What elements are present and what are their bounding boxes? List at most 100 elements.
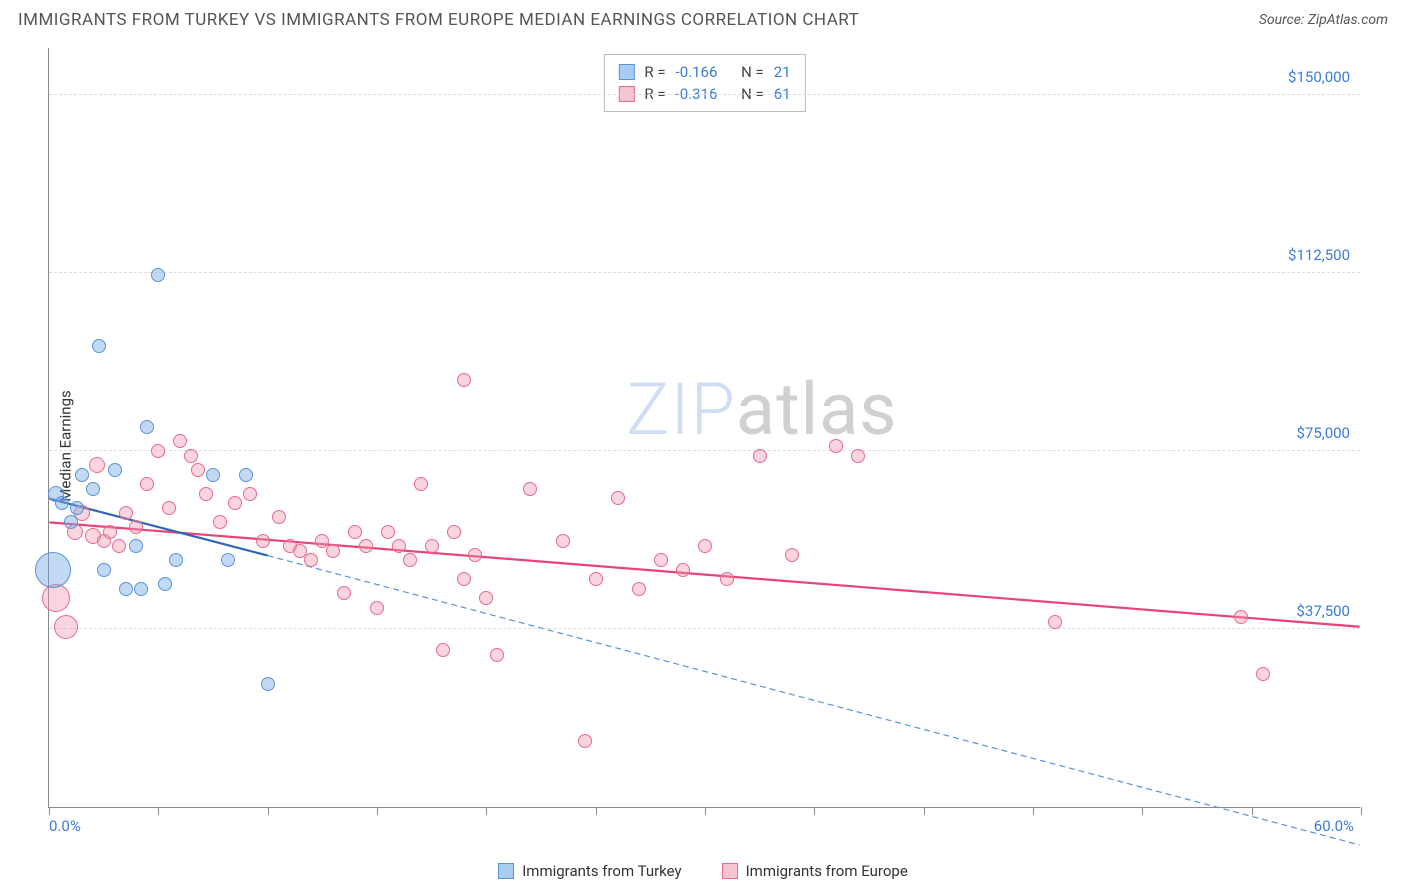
europe-point: [479, 591, 493, 605]
turkey-point: [261, 677, 275, 691]
turkey-point: [134, 582, 148, 596]
x-tick: [814, 807, 815, 815]
europe-point: [654, 553, 668, 567]
turkey-point: [140, 420, 154, 434]
europe-point: [589, 572, 603, 586]
x-tick: [1252, 807, 1253, 815]
turkey-point: [221, 553, 235, 567]
europe-point: [785, 548, 799, 562]
europe-point: [256, 534, 270, 548]
y-tick-label: $37,500: [1296, 602, 1350, 620]
scatter-plot: R = -0.166 N = 21 R = -0.316 N = 61 ZIPa…: [48, 48, 1360, 808]
source-label: Source:: [1259, 12, 1304, 28]
europe-point: [228, 496, 242, 510]
europe-point: [490, 648, 504, 662]
europe-point: [676, 563, 690, 577]
x-tick: [1142, 807, 1143, 815]
y-tick-label: $75,000: [1296, 424, 1350, 442]
chart-header: IMMIGRANTS FROM TURKEY VS IMMIGRANTS FRO…: [0, 0, 1406, 38]
x-tick: [486, 807, 487, 815]
europe-point: [1234, 610, 1248, 624]
europe-point: [348, 525, 362, 539]
swatch-europe-icon: [722, 863, 738, 879]
europe-point: [632, 582, 646, 596]
watermark: ZIPatlas: [626, 367, 897, 452]
turkey-point: [129, 539, 143, 553]
turkey-point: [151, 268, 165, 282]
trend-line: [268, 556, 1360, 845]
swatch-turkey-icon: [498, 863, 514, 879]
gridline: [49, 628, 1360, 629]
y-tick-label: $112,500: [1288, 246, 1350, 264]
europe-point: [403, 553, 417, 567]
europe-point: [414, 477, 428, 491]
europe-point: [42, 584, 70, 612]
europe-point: [184, 449, 198, 463]
turkey-point: [239, 468, 253, 482]
europe-point: [304, 553, 318, 567]
europe-point: [578, 734, 592, 748]
x-tick: [1033, 807, 1034, 815]
europe-point: [337, 586, 351, 600]
europe-point: [753, 449, 767, 463]
turkey-point: [55, 496, 69, 510]
europe-point: [191, 463, 205, 477]
turkey-point: [75, 468, 89, 482]
europe-point: [611, 491, 625, 505]
x-tick: [705, 807, 706, 815]
europe-point: [173, 434, 187, 448]
europe-point: [151, 444, 165, 458]
x-tick: [268, 807, 269, 815]
y-tick-label: $150,000: [1288, 68, 1350, 86]
europe-point: [326, 544, 340, 558]
europe-point: [392, 539, 406, 553]
n-value-turkey: 21: [774, 63, 791, 81]
turkey-point: [206, 468, 220, 482]
europe-point: [468, 548, 482, 562]
watermark-atlas: atlas: [736, 367, 898, 452]
turkey-point: [119, 582, 133, 596]
x-tick: [924, 807, 925, 815]
x-tick: [49, 807, 50, 815]
chart-source: Source: ZipAtlas.com: [1259, 12, 1388, 28]
legend-item-europe: Immigrants from Europe: [722, 862, 908, 880]
europe-point: [523, 482, 537, 496]
turkey-point: [169, 553, 183, 567]
europe-point: [457, 373, 471, 387]
europe-point: [436, 643, 450, 657]
watermark-zip: ZIP: [626, 367, 736, 452]
europe-point: [112, 539, 126, 553]
turkey-point: [86, 482, 100, 496]
turkey-point: [92, 339, 106, 353]
europe-point: [425, 539, 439, 553]
europe-point: [199, 487, 213, 501]
legend-row-turkey: R = -0.166 N = 21: [618, 61, 790, 83]
trend-lines-layer: [49, 48, 1360, 807]
r-label: R =: [644, 63, 665, 81]
turkey-point: [64, 515, 78, 529]
x-tick: [158, 807, 159, 815]
europe-point: [720, 572, 734, 586]
europe-point: [359, 539, 373, 553]
n-label: N =: [741, 63, 764, 81]
europe-point: [698, 539, 712, 553]
legend-item-turkey: Immigrants from Turkey: [498, 862, 681, 880]
chart-title: IMMIGRANTS FROM TURKEY VS IMMIGRANTS FRO…: [18, 10, 859, 30]
europe-point: [54, 615, 78, 639]
europe-point: [213, 515, 227, 529]
europe-point: [243, 487, 257, 501]
gridline: [49, 94, 1360, 95]
series-legend: Immigrants from Turkey Immigrants from E…: [0, 862, 1406, 880]
swatch-turkey-icon: [618, 64, 634, 80]
turkey-point: [35, 552, 71, 588]
europe-point: [140, 477, 154, 491]
europe-point: [447, 525, 461, 539]
legend-label-turkey: Immigrants from Turkey: [522, 862, 681, 880]
turkey-point: [158, 577, 172, 591]
source-value: ZipAtlas.com: [1308, 12, 1388, 28]
x-axis-label: 60.0%: [1314, 817, 1354, 835]
gridline: [49, 450, 1360, 451]
europe-point: [457, 572, 471, 586]
correlation-legend: R = -0.166 N = 21 R = -0.316 N = 61: [603, 54, 805, 112]
europe-point: [851, 449, 865, 463]
